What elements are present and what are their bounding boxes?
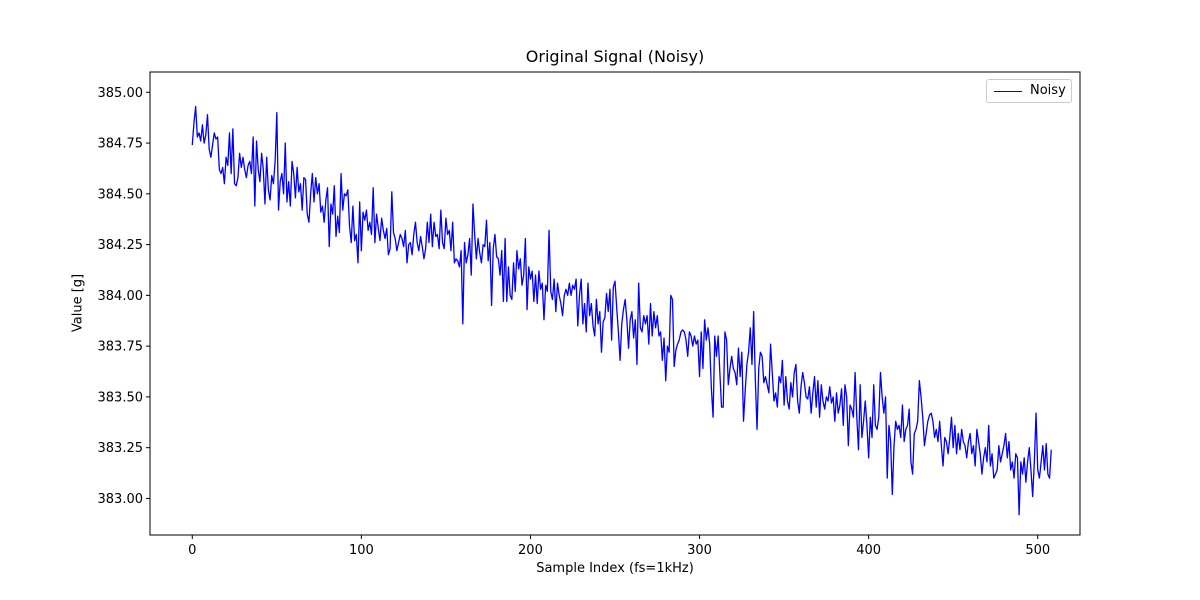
y-tick-label: 384.00 bbox=[98, 289, 144, 304]
chart-title: Original Signal (Noisy) bbox=[525, 47, 705, 66]
y-tick-label: 383.25 bbox=[98, 441, 144, 456]
axes-frame bbox=[149, 71, 1081, 536]
x-tick-label: 300 bbox=[687, 543, 712, 558]
x-tick-label: 200 bbox=[518, 543, 543, 558]
y-axis-ticks: 383.00 383.25 383.50 383.75 384.00 384.25 384.… bbox=[98, 86, 150, 507]
y-tick-label: 384.50 bbox=[98, 187, 144, 202]
legend-label: Noisy bbox=[1030, 83, 1066, 98]
legend-line-swatch-icon bbox=[994, 91, 1022, 92]
x-tick-label: 0 bbox=[188, 543, 196, 558]
noisy-signal-line bbox=[191, 105, 1052, 516]
y-tick-label: 383.50 bbox=[98, 390, 144, 405]
y-tick-label: 383.75 bbox=[98, 340, 144, 355]
x-axis-ticks: 0 100 200 300 400 500 bbox=[188, 535, 1050, 558]
y-tick-label: 384.75 bbox=[98, 137, 144, 152]
x-tick-label: 500 bbox=[1025, 543, 1050, 558]
x-tick-label: 400 bbox=[856, 543, 881, 558]
y-tick-label: 385.00 bbox=[98, 86, 144, 101]
x-tick-label: 100 bbox=[349, 543, 374, 558]
y-axis-label: Value [g] bbox=[70, 273, 86, 333]
x-axis-label: Sample Index (fs=1kHz) bbox=[536, 561, 694, 576]
legend: Noisy bbox=[986, 79, 1072, 103]
y-tick-label: 384.25 bbox=[98, 238, 144, 253]
y-tick-label: 383.00 bbox=[98, 492, 144, 507]
